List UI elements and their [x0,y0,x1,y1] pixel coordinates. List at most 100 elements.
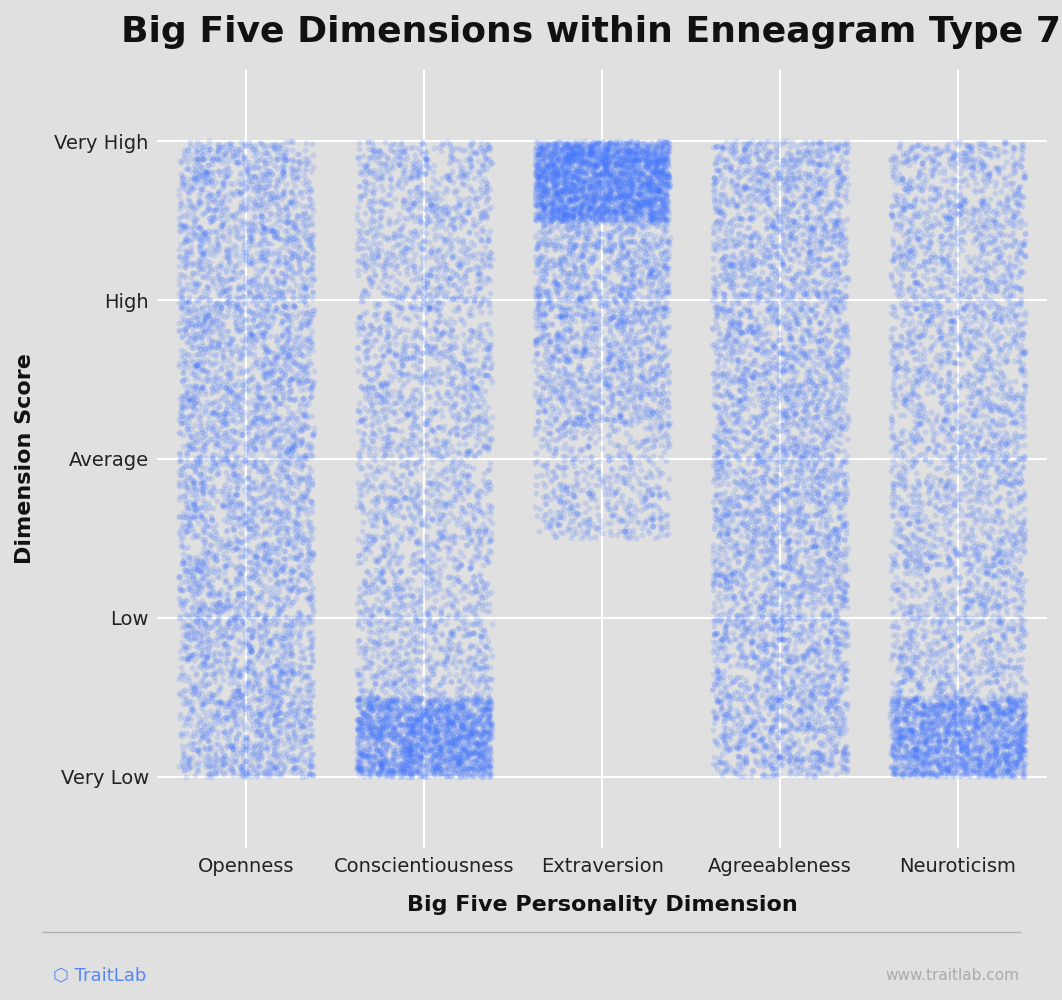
Point [202,260,219,276]
Point [620,180,637,196]
Point [450,259,467,275]
Point [605,345,622,361]
Point [817,581,834,597]
Point [590,179,607,195]
Point [719,238,736,254]
Point [362,401,379,417]
Point [175,321,192,337]
Point [950,407,967,423]
Point [1004,641,1021,657]
Point [718,686,735,702]
Point [530,301,547,317]
Point [994,159,1011,175]
Point [548,186,565,202]
Point [896,368,913,384]
Point [578,328,595,344]
Point [217,405,234,421]
Point [749,225,766,241]
Point [782,159,799,175]
Point [465,707,482,723]
Point [176,618,193,634]
Point [571,204,588,220]
Point [644,142,661,158]
Point [549,283,566,299]
Point [826,641,843,657]
Point [732,188,749,204]
Point [614,152,631,168]
Point [590,173,607,189]
Point [597,155,614,171]
Point [992,225,1009,241]
Point [442,737,459,753]
Point [185,359,202,375]
Point [258,684,275,700]
Point [984,599,1001,615]
Point [230,297,247,313]
Point [357,682,374,698]
Point [829,527,846,543]
Point [743,647,760,663]
Point [709,544,726,560]
Point [734,753,751,769]
Point [196,229,213,245]
Point [459,426,476,442]
Point [623,273,640,289]
Point [441,725,458,741]
Point [579,159,596,175]
Point [282,580,299,596]
Point [413,732,430,748]
Point [392,575,409,591]
Point [1016,344,1033,360]
Point [614,474,631,490]
Point [285,550,302,566]
Point [800,763,817,779]
Point [597,188,614,204]
Point [980,512,997,528]
Point [766,613,783,629]
Point [301,353,318,369]
Point [829,535,846,551]
Point [638,303,655,319]
Point [629,243,646,259]
Point [928,734,945,750]
Point [407,743,424,759]
Point [907,617,924,633]
Point [1015,756,1032,772]
Point [201,610,218,626]
Point [621,163,638,179]
Point [537,177,554,193]
Point [452,504,469,520]
Point [543,173,560,189]
Point [823,490,840,506]
Point [405,345,422,361]
Point [296,293,313,309]
Point [469,266,486,282]
Point [832,173,849,189]
Point [810,572,827,588]
Point [803,577,820,593]
Point [1001,556,1018,572]
Point [237,741,254,757]
Point [782,560,799,576]
Point [236,542,253,558]
Point [252,637,269,653]
Point [902,758,919,774]
Point [988,415,1005,431]
Point [652,165,669,181]
Point [972,298,989,314]
Point [192,325,209,341]
Point [736,323,753,339]
Point [267,489,284,505]
Point [808,305,825,321]
Point [1007,194,1024,210]
Point [534,327,551,343]
Point [641,170,658,186]
Point [824,727,841,743]
Point [926,744,943,760]
Point [363,703,380,719]
Point [210,682,227,698]
Point [252,215,269,231]
Point [789,501,806,517]
Point [429,703,446,719]
Point [225,144,242,160]
